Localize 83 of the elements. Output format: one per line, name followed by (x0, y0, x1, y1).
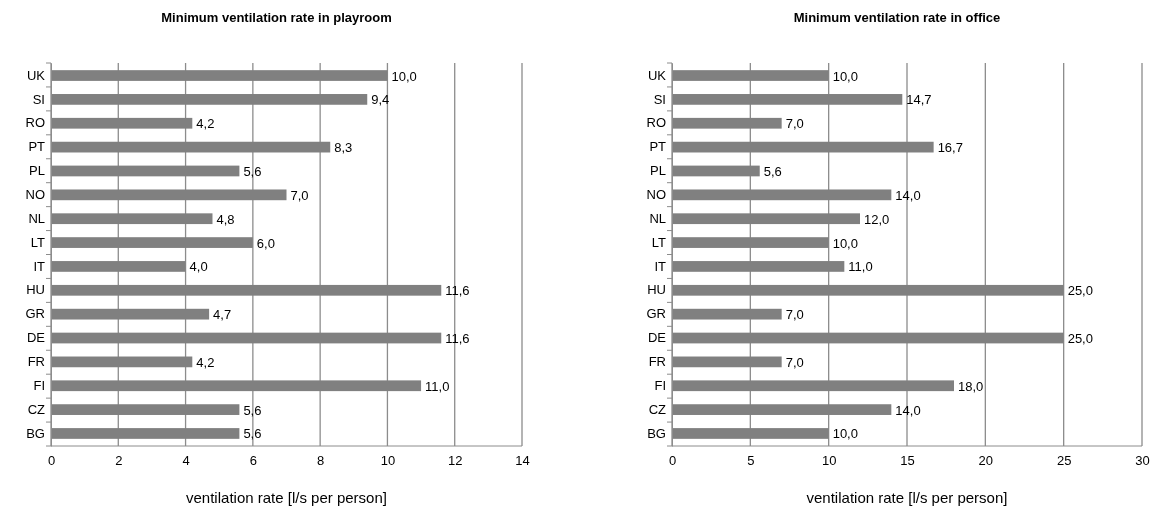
y-tick-label: FR (648, 354, 666, 370)
data-label: 5,6 (243, 163, 262, 179)
y-tick-label: PL (650, 163, 666, 179)
x-tick-label: 5 (747, 453, 755, 469)
data-label: 7,0 (785, 116, 804, 132)
y-tick-label: GR (646, 306, 666, 322)
y-tick-label: PT (649, 139, 667, 155)
x-tick-label: 4 (182, 453, 190, 469)
data-label: 7,0 (785, 354, 804, 370)
y-tick-label: PT (28, 139, 46, 155)
data-label: 25,0 (1067, 331, 1093, 347)
chart-title: Minimum ventilation rate in office (793, 10, 1001, 25)
x-tick-label: 10 (380, 453, 396, 469)
y-tick-label: FI (33, 377, 45, 393)
data-label: 18,0 (958, 378, 984, 394)
data-label: 11,0 (848, 259, 873, 275)
x-tick-label: 14 (515, 453, 530, 469)
y-tick-label: GR (25, 306, 45, 322)
x-tick-label: 0 (47, 453, 56, 469)
data-label: 5,6 (243, 402, 262, 418)
chart-title: Minimum ventilation rate in playroom (161, 10, 392, 25)
x-tick-label: 10 (821, 453, 837, 469)
y-tick-label: LT (651, 234, 667, 250)
y-tick-label: UK (647, 67, 667, 83)
x-tick-label: 20 (978, 453, 994, 469)
y-tick-label: UK (26, 67, 46, 83)
data-label: 11,6 (445, 331, 470, 347)
y-tick-label: NO (25, 187, 45, 202)
data-label: 14,0 (895, 402, 921, 418)
y-tick-label: NO (646, 187, 666, 202)
y-tick-label: DE (647, 330, 667, 346)
data-label: 10,0 (832, 68, 858, 84)
y-tick-label: NL (649, 210, 666, 226)
y-tick-label: CZ (27, 401, 46, 417)
x-tick-label: 15 (900, 453, 915, 469)
data-label: 5,6 (243, 426, 262, 442)
data-label: 4,7 (213, 307, 232, 323)
data-label: 9,4 (371, 92, 390, 108)
y-tick-label: SI (653, 91, 666, 107)
x-tick-label: 25 (1056, 453, 1072, 469)
data-label: 4,0 (189, 259, 208, 275)
data-label: 16,7 (937, 140, 963, 156)
y-tick-label: RO (25, 115, 45, 131)
data-label: 6,0 (256, 235, 275, 251)
y-tick-label: SI (32, 91, 45, 107)
y-tick-label: IT (33, 258, 46, 274)
y-tick-label: BG (647, 425, 666, 441)
y-tick-label: HU (26, 282, 45, 298)
y-tick-label: FR (27, 354, 45, 370)
x-tick-label: 0 (668, 453, 677, 469)
x-tick-label: 2 (115, 453, 123, 469)
data-label: 10,0 (391, 68, 417, 84)
x-tick-label: 30 (1135, 453, 1150, 469)
y-tick-label: HU (647, 282, 666, 298)
y-tick-label: IT (654, 258, 667, 274)
data-label: 7,0 (785, 307, 804, 323)
y-tick-label: PL (29, 163, 45, 179)
x-tick-label: 8 (317, 453, 325, 469)
y-tick-label: DE (26, 330, 46, 346)
data-label: 4,8 (216, 211, 235, 227)
data-label: 11,0 (425, 378, 450, 394)
y-tick-label: FI (654, 377, 666, 393)
x-tick-label: 6 (249, 453, 257, 469)
data-label: 12,0 (864, 211, 890, 227)
data-label: 25,0 (1067, 283, 1093, 299)
data-label: 10,0 (832, 426, 858, 442)
data-label: 4,2 (196, 116, 215, 132)
y-tick-label: CZ (648, 401, 667, 417)
data-label: 10,0 (832, 235, 858, 251)
y-tick-label: NL (28, 210, 45, 226)
data-label: 8,3 (334, 140, 353, 156)
data-label: 14,7 (906, 92, 932, 108)
data-label: 11,6 (445, 283, 470, 299)
data-label: 7,0 (290, 187, 309, 203)
x-tick-label: 12 (447, 453, 463, 469)
x-axis-title: ventilation rate [l/s per person] (186, 489, 387, 506)
y-tick-label: LT (30, 234, 46, 250)
x-axis-title: ventilation rate [l/s per person] (806, 489, 1008, 506)
y-tick-label: RO (646, 115, 666, 131)
data-label: 5,6 (763, 163, 782, 179)
data-label: 4,2 (196, 354, 215, 370)
data-label: 14,0 (895, 187, 921, 203)
y-tick-label: BG (26, 425, 45, 441)
